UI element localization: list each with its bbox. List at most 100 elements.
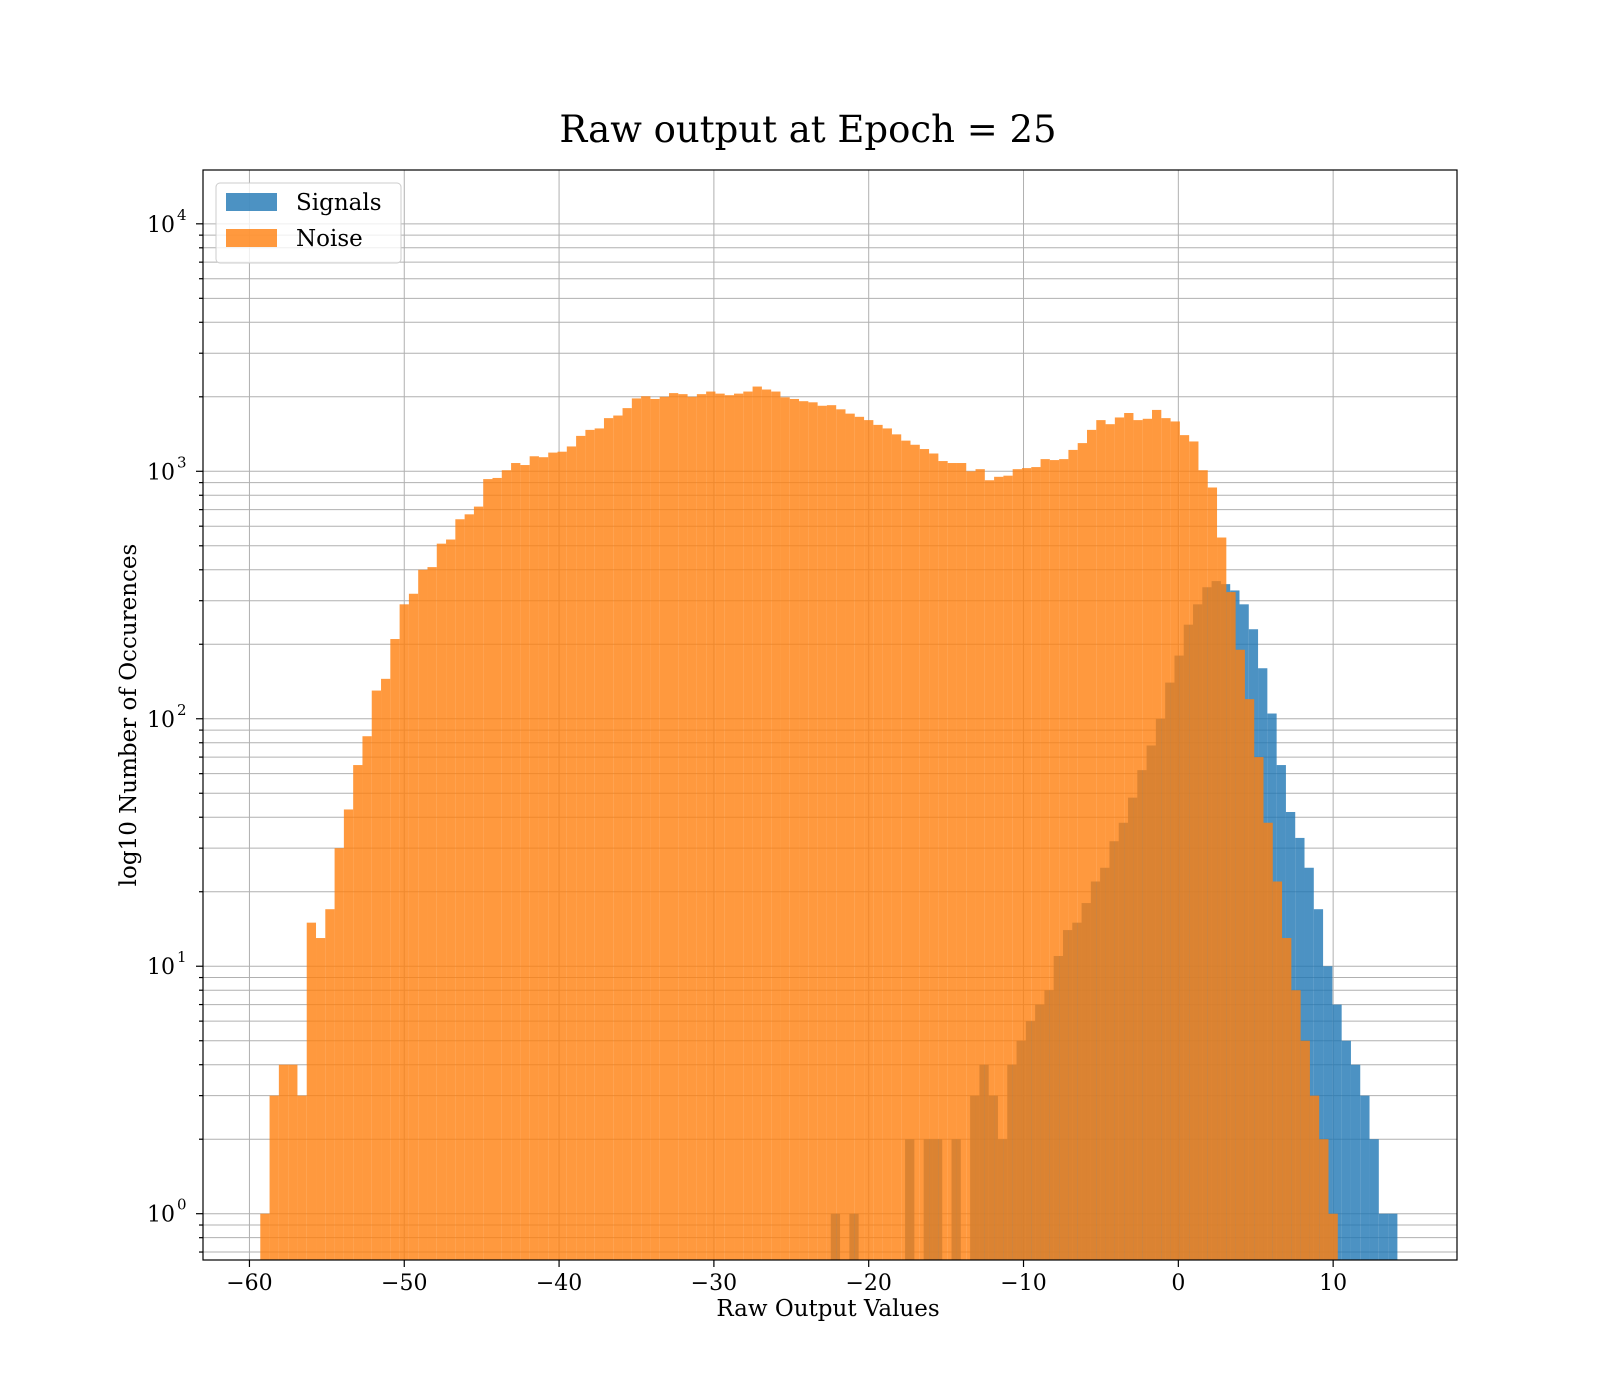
histogram-bar-noise <box>752 386 762 1260</box>
histogram-bar-noise <box>297 1095 307 1260</box>
histogram-bar-noise <box>975 469 985 1260</box>
histogram-bar-noise <box>269 1095 279 1260</box>
histogram-bar-noise <box>919 449 930 1260</box>
histogram-bar-noise <box>799 401 809 1261</box>
histogram-bar-noise <box>1263 822 1273 1260</box>
histogram-bar-signals <box>1341 1040 1351 1260</box>
histogram-bar-noise <box>956 463 967 1260</box>
histogram-bar-noise <box>1077 443 1087 1261</box>
y-tick-label-exponent: 1 <box>177 948 187 966</box>
x-tick-label: −50 <box>381 1271 427 1296</box>
histogram-bar-noise <box>1319 1139 1329 1260</box>
histogram-bar-noise <box>901 440 911 1260</box>
histogram-bar-signals <box>1378 1213 1389 1260</box>
histogram-bar-noise <box>399 604 409 1260</box>
histogram-bar-noise <box>1031 467 1041 1260</box>
histogram-bar-noise <box>1328 1213 1338 1260</box>
x-tick-label: −60 <box>226 1271 272 1296</box>
histogram-bar-noise <box>548 452 558 1260</box>
legend-label-signals: Signals <box>296 190 382 216</box>
y-tick-label-exponent: 2 <box>177 701 187 719</box>
x-tick-label: −30 <box>691 1271 737 1296</box>
histogram-bar-noise <box>381 678 391 1260</box>
histogram-bar-noise <box>316 938 326 1260</box>
histogram-bar-noise <box>994 476 1004 1261</box>
y-tick-label-exponent: 3 <box>177 453 187 471</box>
histogram-bar-noise <box>325 909 335 1260</box>
histogram-bar-noise <box>826 405 837 1260</box>
histogram-bar-noise <box>464 514 474 1260</box>
histogram-bar-noise <box>622 408 632 1260</box>
histogram-bar-noise <box>743 391 753 1260</box>
histogram-bar-noise <box>864 420 874 1260</box>
histogram-bar-noise <box>306 922 317 1260</box>
histogram-bar-signals <box>1313 909 1324 1260</box>
histogram-bar-noise <box>1244 699 1255 1260</box>
histogram-bar-noise <box>334 848 344 1260</box>
histogram-bar-noise <box>408 593 419 1260</box>
histogram-bar-noise <box>473 506 484 1261</box>
histogram-bar-noise <box>1189 441 1199 1261</box>
histogram-bar-noise <box>1272 881 1283 1260</box>
histogram-bar-noise <box>687 396 697 1260</box>
histogram-bar-noise <box>1217 537 1227 1260</box>
histogram-bar-noise <box>288 1064 298 1260</box>
x-tick-label: −10 <box>1000 1271 1046 1296</box>
histogram-bar-noise <box>947 463 957 1260</box>
histogram-bar-noise <box>343 809 354 1260</box>
histogram-bar-noise <box>390 639 400 1260</box>
histogram-bar-noise <box>436 543 447 1260</box>
histogram-bar-noise <box>1142 418 1153 1260</box>
histogram-bar-noise <box>520 465 530 1260</box>
histogram-bar-noise <box>1235 649 1245 1260</box>
histogram-bar-noise <box>696 394 707 1260</box>
histogram-bar-noise <box>845 413 855 1260</box>
histogram-bar-noise <box>1086 429 1097 1260</box>
histogram-bar-noise <box>260 1213 270 1260</box>
histogram-bar-signals <box>1332 1004 1342 1260</box>
chart-title: Raw output at Epoch = 25 <box>559 108 1056 151</box>
histogram-bar-noise <box>1096 420 1106 1260</box>
histogram-bar-noise <box>455 519 465 1260</box>
histogram-bar-noise <box>780 397 790 1261</box>
legend-swatch-noise <box>226 229 277 247</box>
histogram-bar-noise <box>603 418 614 1261</box>
histogram-bar-noise <box>836 409 846 1260</box>
histogram-bar-noise <box>1105 424 1115 1260</box>
histogram-bar-noise <box>910 444 920 1260</box>
x-axis-label: Raw Output Values <box>716 1296 939 1322</box>
y-tick-label-exponent: 4 <box>177 206 187 224</box>
histogram-bar-noise <box>585 429 595 1260</box>
histogram-bar-noise <box>1309 1095 1320 1260</box>
histogram-bar-noise <box>817 405 827 1260</box>
histogram-bar-signals <box>1388 1213 1398 1260</box>
histogram-bar-noise <box>1124 413 1134 1260</box>
histogram-bar-noise <box>362 736 372 1260</box>
histogram-bar-noise <box>492 477 502 1261</box>
histogram-bar-noise <box>538 457 549 1260</box>
legend: Signals Noise <box>215 182 402 264</box>
histogram-bar-noise <box>501 470 512 1261</box>
histogram-bar-noise <box>613 415 623 1260</box>
legend-label-noise: Noise <box>296 226 363 252</box>
histogram-bar-noise <box>706 391 716 1260</box>
y-tick-label: 10 <box>147 460 175 485</box>
plot-area-frame <box>202 169 1458 1261</box>
histogram-bar-noise <box>891 434 902 1260</box>
histogram-bar-noise <box>641 396 651 1260</box>
histogram-bar-noise <box>557 451 567 1260</box>
histogram-bar-noise <box>1068 449 1078 1260</box>
histogram-bar-noise <box>353 765 363 1260</box>
histogram-bar-noise <box>873 424 883 1260</box>
histogram-bar-noise <box>278 1064 289 1260</box>
x-tick-label: −40 <box>536 1271 582 1296</box>
histogram-bar-noise <box>1059 459 1069 1260</box>
histogram-bar-noise <box>650 398 660 1261</box>
histogram-bar-noise <box>1198 470 1208 1261</box>
histogram-bar-noise <box>854 416 865 1260</box>
histogram-bar-noise <box>631 398 642 1260</box>
histogram-bar-noise <box>789 398 800 1261</box>
histogram-bar-noise <box>938 461 948 1260</box>
